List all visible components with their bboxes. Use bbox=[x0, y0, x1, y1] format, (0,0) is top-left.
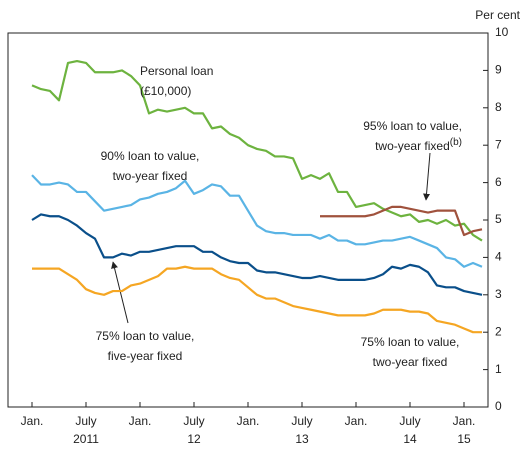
series-label: 75% loan to value, bbox=[361, 335, 460, 349]
y-tick-label: 4 bbox=[495, 250, 502, 264]
arrow bbox=[423, 152, 431, 201]
year-label: 12 bbox=[187, 432, 201, 446]
x-tick-label: Jan. bbox=[237, 414, 260, 428]
series-label: (£10,000) bbox=[140, 84, 191, 98]
y-tick-label: 9 bbox=[495, 63, 502, 77]
y-tick-label: 10 bbox=[495, 25, 509, 39]
series-line bbox=[31, 213, 483, 296]
y-tick-label: 7 bbox=[495, 137, 502, 151]
series-label: Personal loan bbox=[140, 64, 213, 78]
x-tick-label: July bbox=[291, 414, 312, 428]
x-tick-label: Jan. bbox=[345, 414, 368, 428]
y-tick-label: 3 bbox=[495, 287, 502, 301]
y-tick-label: 5 bbox=[495, 212, 502, 226]
series-line bbox=[31, 174, 483, 268]
series-label: five-year fixed bbox=[108, 349, 183, 363]
year-label: 15 bbox=[457, 432, 471, 446]
year-label: 14 bbox=[403, 432, 417, 446]
x-tick-label: July bbox=[183, 414, 204, 428]
y-tick-label: 6 bbox=[495, 175, 502, 189]
series-line bbox=[320, 205, 483, 237]
series-label: two-year fixed(b) bbox=[375, 137, 462, 154]
y-tick-label: 1 bbox=[495, 362, 502, 376]
y-tick-label: 2 bbox=[495, 324, 502, 338]
x-tick-label: Jan. bbox=[453, 414, 476, 428]
y-tick-label: 0 bbox=[495, 399, 502, 413]
y-tick-label: 8 bbox=[495, 100, 502, 114]
series-label: 75% loan to value, bbox=[96, 329, 195, 343]
y-axis-label: Per cent bbox=[475, 8, 520, 22]
series-line bbox=[31, 59, 483, 242]
arrow bbox=[111, 261, 129, 324]
x-tick-label: Jan. bbox=[21, 414, 44, 428]
series-label: two-year fixed bbox=[373, 355, 448, 369]
x-tick-label: Jan. bbox=[129, 414, 152, 428]
series-label: 95% loan to value, bbox=[363, 119, 462, 133]
x-tick-label: July bbox=[75, 414, 96, 428]
series-label: 90% loan to value, bbox=[101, 149, 200, 163]
series-label-note: (b) bbox=[450, 137, 462, 148]
series-label-text: two-year fixed bbox=[375, 139, 450, 153]
series-line bbox=[32, 265, 482, 334]
year-label: 13 bbox=[295, 432, 309, 446]
year-label: 2011 bbox=[73, 432, 99, 446]
x-tick-label: July bbox=[399, 414, 420, 428]
series-label: two-year fixed bbox=[113, 169, 188, 183]
